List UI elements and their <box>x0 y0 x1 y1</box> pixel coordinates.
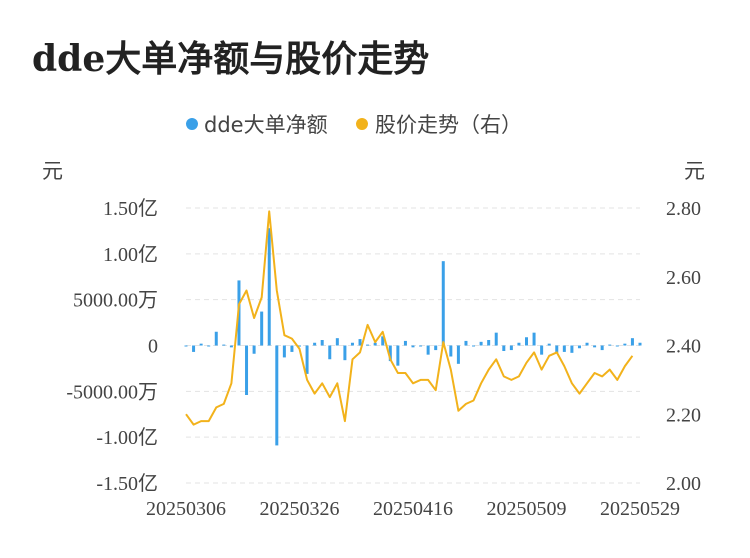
left-axis-ticks: 1.50亿 1.00亿 5000.00万 0 -5000.00万 -1.00亿 -1.50亿 <box>66 197 158 495</box>
chart-title: dde大单净额与股价走势 <box>32 38 430 80</box>
bar <box>449 345 453 357</box>
left-tick-label: 0 <box>148 336 158 358</box>
bar <box>343 345 347 361</box>
legend-marker-line <box>356 118 368 130</box>
bar <box>328 345 332 360</box>
legend-label-bar: dde大单净额 <box>204 113 328 137</box>
bar <box>426 345 430 355</box>
bar <box>350 342 354 346</box>
bar <box>487 340 491 346</box>
right-tick-label: 2.40 <box>666 336 701 358</box>
bar <box>184 345 188 347</box>
legend: dde大单净额 股价走势（右） <box>186 113 522 137</box>
bar <box>381 336 385 346</box>
bar <box>358 339 362 346</box>
right-axis-ticks: 2.80 2.60 2.40 2.20 2.00 <box>666 198 701 495</box>
bar <box>313 342 317 346</box>
bar <box>555 345 559 353</box>
bar <box>222 344 226 346</box>
bar <box>207 345 211 347</box>
bar <box>305 345 309 374</box>
bar <box>403 340 407 346</box>
bar <box>464 340 468 346</box>
bar <box>540 345 544 355</box>
right-tick-label: 2.60 <box>666 267 701 289</box>
x-tick-label: 20250326 <box>260 498 340 520</box>
bar <box>320 340 324 346</box>
bar <box>456 345 460 364</box>
left-tick-label: 1.50亿 <box>103 197 158 220</box>
bar <box>245 345 249 395</box>
bar <box>472 345 476 347</box>
bar <box>630 338 634 346</box>
left-tick-label: -5000.00万 <box>66 381 158 403</box>
legend-marker-bar <box>186 118 198 130</box>
left-tick-label: -1.50亿 <box>96 472 158 495</box>
x-tick-label: 20250529 <box>600 498 680 520</box>
bar <box>396 345 400 366</box>
bar <box>419 345 423 347</box>
bar <box>608 344 612 346</box>
bar <box>373 342 377 346</box>
bar <box>502 345 506 351</box>
left-axis-unit: 元 <box>42 159 63 183</box>
bar <box>298 345 301 347</box>
bar <box>525 337 528 346</box>
bar <box>411 345 415 348</box>
bar <box>638 342 642 346</box>
bar-series <box>184 228 642 446</box>
bar <box>282 345 286 358</box>
bar <box>532 332 536 346</box>
right-tick-label: 2.00 <box>666 473 701 495</box>
bar <box>494 332 498 346</box>
bar <box>434 345 438 351</box>
bar <box>335 338 339 346</box>
bar <box>509 345 513 351</box>
price-line <box>185 210 634 426</box>
line-series <box>185 210 634 426</box>
x-axis-ticks: 20250306 20250326 20250416 20250509 20250529 <box>146 498 680 520</box>
bar <box>260 311 264 346</box>
bar <box>547 343 551 346</box>
bar <box>623 343 627 346</box>
bar <box>593 345 597 348</box>
left-tick-label: -1.00亿 <box>96 426 158 449</box>
bar <box>570 345 574 353</box>
bar <box>199 343 203 346</box>
bar <box>229 345 233 348</box>
bar <box>615 345 619 347</box>
bar <box>252 345 256 354</box>
bar <box>290 345 294 352</box>
bar <box>517 342 521 346</box>
bar <box>214 331 218 346</box>
bar <box>479 341 483 346</box>
x-tick-label: 20250306 <box>146 498 226 520</box>
bar <box>366 344 370 346</box>
bar <box>577 345 581 349</box>
bar <box>192 345 196 352</box>
bar <box>441 261 445 346</box>
legend-label-line: 股价走势（右） <box>375 113 522 137</box>
left-tick-label: 5000.00万 <box>73 290 158 312</box>
bar <box>388 345 392 362</box>
right-tick-label: 2.20 <box>666 404 701 426</box>
bar <box>585 342 589 346</box>
left-tick-label: 1.00亿 <box>103 243 158 266</box>
right-axis-unit: 元 <box>684 159 705 183</box>
x-tick-label: 20250416 <box>373 498 453 520</box>
bar <box>275 345 279 446</box>
bar <box>267 228 271 346</box>
x-tick-label: 20250509 <box>487 498 567 520</box>
bar <box>600 345 604 351</box>
bar <box>562 345 566 352</box>
right-tick-label: 2.80 <box>666 198 701 220</box>
